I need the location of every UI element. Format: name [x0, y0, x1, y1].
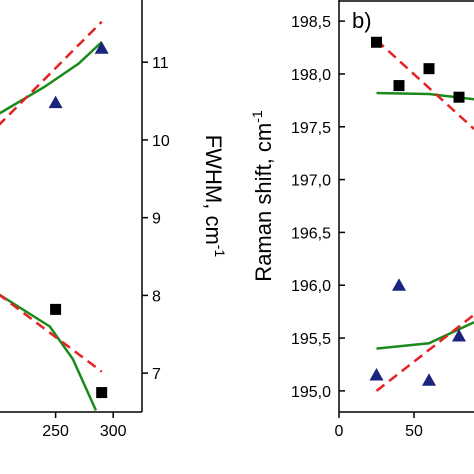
panel-b-plot	[369, 36, 474, 392]
panel-b-square-marker	[423, 63, 435, 75]
panel-b-triangle-marker	[422, 373, 436, 386]
panel-a-x-ticks: 250 300	[42, 412, 127, 440]
panel-b-fit-line-dashed	[375, 313, 474, 392]
panel-b-y-tick-label: 197,0	[291, 173, 331, 190]
panel-b-y-axis-title: Raman shift, cm-1	[249, 110, 276, 282]
panel-a-plot	[0, 20, 109, 411]
panel-b-y-tick-label: 195,0	[291, 384, 331, 401]
panel-a-y-ticks: 7 8 9 10 11	[142, 55, 170, 383]
panel-b-y-ticks: 195,0 195,5 196,0 196,5 197,0 197,5 198,0 198,5	[291, 14, 345, 401]
panel-a-y-tick-label: 10	[152, 133, 170, 150]
panel-a-x-tick-label: 300	[100, 423, 127, 440]
panel-b-label: b)	[352, 8, 372, 33]
panel-b-y-tick-label: 196,0	[291, 278, 331, 295]
panel-b-triangle-marker	[392, 278, 406, 291]
panel-a-triangle-marker	[48, 95, 63, 109]
panel-a-y-tick-label: 8	[152, 288, 161, 305]
panel-a: 250 300 7 8 9 10 11 FWHM, cm-1	[0, 0, 228, 440]
panel-b-square-marker	[371, 36, 382, 48]
panel-b-square-marker	[393, 80, 405, 92]
panel-b-series-group	[369, 36, 474, 392]
panel-a-square-marker	[50, 303, 62, 315]
panel-a-fit-line-solid	[0, 41, 103, 115]
panel-b-triangle-marker	[369, 368, 384, 381]
panel-a-series-group	[0, 20, 109, 411]
panel-a-x-tick-label: 250	[42, 423, 69, 440]
panel-a-y-axis-title-superscript: -1	[212, 245, 228, 258]
panel-b-y-tick-label: 195,5	[291, 331, 331, 348]
panel-b-y-tick-label: 197,5	[291, 120, 331, 137]
panel-b-y-axis-title-text: Raman shift, cm	[251, 123, 276, 282]
panel-b-x-tick-label: 50	[405, 423, 423, 440]
panel-a-square-marker	[96, 387, 108, 399]
panel-b-triangle-marker	[452, 328, 466, 342]
panel-b-x-ticks: 0 50	[335, 412, 423, 440]
panel-b: 0 50 195,0195,5196,0196,5197,0197,5198,01…	[249, 0, 474, 440]
panel-b-square-marker	[453, 91, 465, 103]
panel-b-y-tick-label: 198,0	[291, 67, 331, 84]
panel-a-y-tick-label: 9	[152, 211, 161, 228]
panel-a-y-tick-label: 7	[152, 366, 161, 383]
panel-a-fit-line-solid	[0, 293, 98, 411]
panel-a-triangle-marker	[94, 41, 109, 54]
panel-b-y-tick-label: 196,5	[291, 225, 331, 242]
panel-a-y-tick-label: 11	[152, 55, 169, 72]
panel-a-y-axis-title-text: FWHM, cm	[201, 135, 226, 245]
panel-b-y-tick-label: 198,5	[291, 14, 331, 31]
panel-b-x-tick-label: 0	[335, 423, 344, 440]
panel-b-fit-line-dashed	[375, 39, 474, 130]
panel-b-y-axis-title-superscript: -1	[249, 110, 265, 123]
panel-a-fit-line-dashed	[0, 293, 103, 373]
panel-a-fit-line-dashed	[0, 20, 103, 126]
panel-a-y-axis-title: FWHM, cm-1	[201, 135, 228, 258]
